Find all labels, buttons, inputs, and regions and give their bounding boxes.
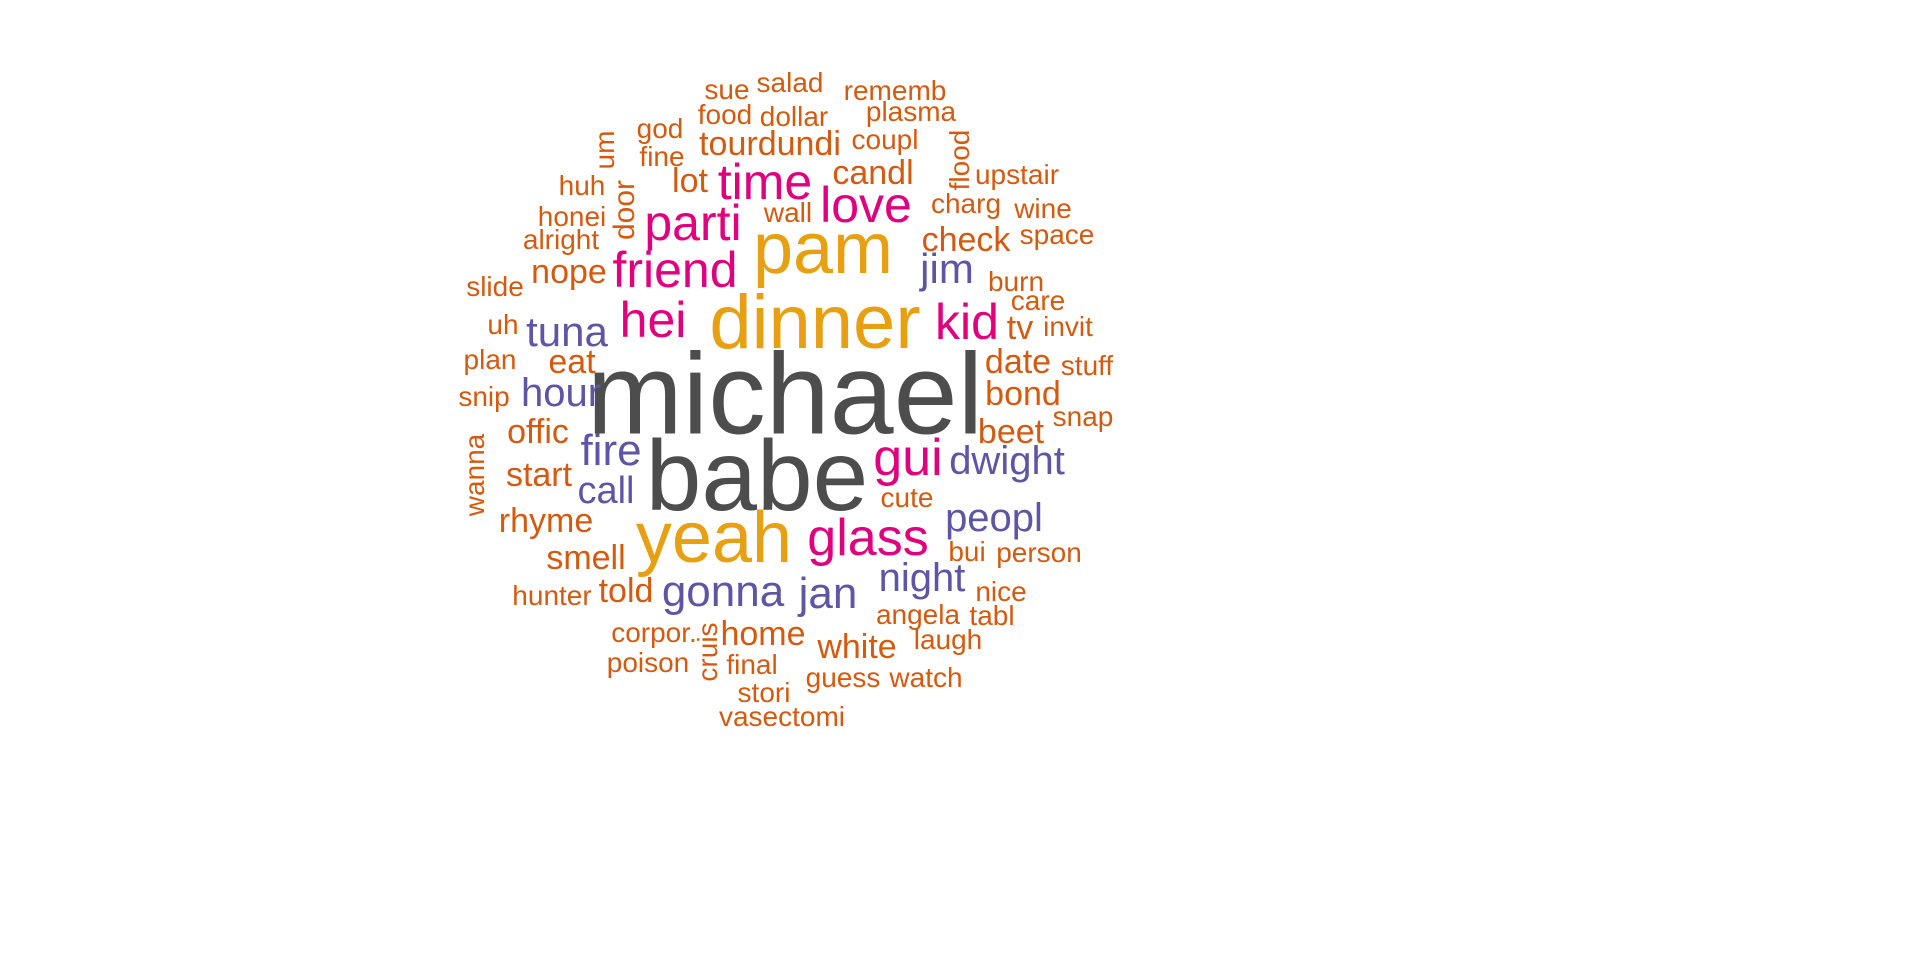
word-upstair: upstair (974, 159, 1060, 190)
word-gonna: gonna (661, 567, 785, 616)
word-vasectomi: vasectomi (718, 701, 846, 732)
word-rememb: rememb (843, 75, 947, 106)
word-coupl: coupl (851, 124, 919, 155)
word-jan: jan (798, 569, 858, 618)
word-told: told (598, 572, 654, 610)
word-food: food (697, 99, 753, 130)
word-tourdundi: tourdundi (699, 125, 841, 163)
word-burn: burn (987, 266, 1045, 297)
word-nope: nope (531, 253, 607, 291)
word-guess: guess (805, 662, 881, 693)
word-tuna: tuna (526, 308, 608, 355)
word-friend: friend (612, 242, 738, 298)
word-flood: flood (944, 129, 975, 191)
word-tabl: tabl (969, 600, 1015, 631)
word-babe: babe (645, 420, 869, 532)
word-charg: charg (930, 188, 1002, 219)
word-parti: parti (644, 195, 742, 251)
word-check: check (921, 221, 1011, 259)
word-hunter: hunter (512, 580, 592, 611)
word-angela: angela (875, 599, 961, 630)
word-honei: honei (537, 201, 607, 232)
word-start: start (505, 456, 573, 494)
word-wall: wall (763, 197, 813, 228)
word-smell: smell (546, 539, 626, 577)
word-cute: cute (880, 482, 934, 513)
word-love: love (820, 177, 912, 233)
word-dinner: dinner (709, 280, 921, 365)
word-huh: huh (558, 170, 606, 201)
word-white: white (817, 628, 897, 666)
word-nice: nice (975, 576, 1027, 607)
word-date: date (984, 343, 1052, 381)
word-god: god (636, 113, 684, 144)
word-tv: tv (1006, 309, 1034, 347)
word-hour: hour (520, 371, 602, 415)
word-dwight: dwight (949, 439, 1065, 483)
word-plasma: plasma (865, 96, 957, 127)
word-person: person (996, 537, 1082, 568)
word-call: call (577, 470, 635, 512)
word-fire: fire (580, 426, 642, 475)
word-invit: invit (1043, 311, 1093, 342)
word-uh: uh (487, 309, 519, 340)
word-door: door (608, 179, 641, 241)
word-alright: alright (522, 224, 600, 255)
word-night: night (878, 556, 966, 600)
word-watch: watch (889, 662, 963, 693)
word-final: final (726, 649, 778, 680)
word-stuff: stuff (1060, 350, 1114, 381)
word-dollar: dollar (759, 101, 829, 132)
word-time: time (717, 154, 813, 210)
word-pam: pam (752, 209, 894, 289)
word-fine: fine (639, 141, 685, 172)
word-um: um (589, 130, 620, 170)
word-bui: bui (948, 536, 986, 567)
word-corpor: corpor. (611, 617, 697, 648)
word-beet: beet (977, 413, 1045, 451)
word-salad: salad (756, 67, 824, 98)
word-stori: stori (737, 677, 791, 708)
word-lot: lot (672, 162, 708, 200)
word-hei: hei (619, 292, 687, 348)
word-yeah: yeah (635, 498, 793, 578)
word-care: care (1010, 285, 1066, 316)
word-offic: offic (507, 413, 569, 451)
word-laugh: laugh (913, 624, 983, 655)
word-kid: kid (935, 294, 999, 350)
word-jim: jim (920, 245, 974, 292)
word-sue: sue (704, 74, 750, 105)
word-rhyme: rhyme (498, 502, 594, 540)
word-slide: slide (466, 271, 524, 302)
word-plan: plan (463, 344, 517, 375)
word-wine: wine (1014, 193, 1072, 224)
word-bond: bond (985, 375, 1061, 413)
word-candl: candl (832, 154, 914, 192)
word-peopl: peopl (945, 496, 1043, 540)
word-poison: poison (606, 647, 690, 678)
word-eat: eat (548, 343, 596, 381)
word-snip: snip (458, 381, 510, 412)
word-space: space (1019, 219, 1095, 250)
word-gui: gui (873, 429, 943, 487)
word-cruis: cruis (692, 622, 723, 682)
word-snap: snap (1052, 401, 1114, 432)
word-wanna: wanna (459, 433, 490, 517)
word-home: home (720, 615, 806, 653)
word-glass: glass (807, 509, 929, 567)
word-michael: michael (586, 330, 984, 459)
